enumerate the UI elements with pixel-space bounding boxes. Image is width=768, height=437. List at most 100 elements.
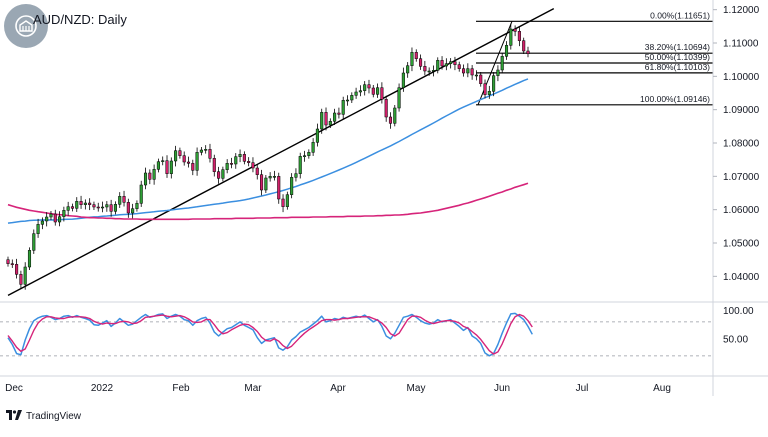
bearish-candle [242,154,246,162]
bearish-candle [182,155,186,163]
bearish-candle [92,204,96,208]
bullish-candle [161,160,165,162]
bullish-candle [238,154,242,157]
bullish-candle [294,173,298,178]
bullish-candle [427,70,431,73]
price-tick-label: 1.08000 [723,139,760,150]
bearish-candle [423,66,427,72]
bullish-candle [350,95,354,101]
bullish-candle [118,196,122,205]
bullish-candle [143,172,148,186]
bearish-candle [517,31,521,41]
bullish-candle [341,100,345,115]
bullish-candle [285,194,289,207]
bullish-candle [174,150,178,162]
bearish-candle [380,87,384,100]
bullish-candle [504,45,509,57]
bullish-candle [474,74,478,77]
time-tick-label: Feb [172,383,190,394]
price-axis: 1.12000 1.11000 1.10000 1.09000 1.08000 1.070… [0,0,768,396]
bearish-candle [19,274,23,285]
bearish-candle [440,60,444,67]
bearish-candle [53,213,57,223]
bullish-candle [27,250,32,268]
bearish-candle [461,68,466,74]
time-tick-label: Aug [653,383,671,394]
candles-layer [6,23,530,290]
bullish-candle [410,52,414,66]
bearish-candle [165,160,169,174]
logo-badge [4,4,48,48]
bearish-candle [88,202,92,205]
bearish-candle [457,64,461,69]
tradingview-brand: TradingView [6,410,81,423]
price-tick-label: 1.04000 [723,272,760,283]
time-tick-label: Mar [244,383,262,394]
bearish-candle [191,163,195,171]
bullish-candle [363,84,367,91]
bullish-candle [406,65,410,74]
bearish-candle [122,196,126,203]
fib-level-label: 61.80%(1.10103) [645,62,710,72]
time-tick-label: Apr [330,383,346,394]
bullish-candle [105,204,109,208]
bearish-candle [15,264,19,275]
bearish-candle [414,52,418,59]
bullish-candle [225,163,229,170]
bullish-candle [135,203,139,209]
chart-title: AUD/NZD: Daily [33,12,127,27]
trendline-layer [7,8,555,296]
price-tick-label: 1.05000 [723,239,760,250]
fibonacci-layer: 0.00%(1.11651) 38.20%(1.10694)50.00%(1.10… [476,10,713,106]
stochastic-tick-label: 100.00 [723,306,754,317]
bullish-candle [169,160,173,174]
bullish-candle [307,152,311,156]
stochastic-k-line [7,312,533,357]
bullish-candle [320,112,324,130]
moving-average-layer [7,78,529,224]
bearish-candle [483,83,487,95]
bearish-candle [470,68,474,76]
bearish-candle [217,171,221,179]
bullish-candle [354,91,358,96]
bullish-candle [401,72,405,88]
price-tick-label: 1.12000 [723,5,760,16]
bearish-candle [281,198,285,207]
bullish-candle [311,142,315,153]
bullish-candle [45,216,49,222]
bearish-candle [10,263,14,265]
bullish-candle [152,169,156,180]
bearish-candle [419,58,423,67]
bullish-candle [500,56,504,71]
support-trendline [7,8,555,296]
time-tick-label: Jun [494,383,510,394]
bearish-candle [367,84,371,89]
bullish-candle [40,220,44,225]
bullish-candle [204,149,208,151]
bearish-candle [324,112,328,126]
bullish-candle [328,121,332,126]
bullish-candle [32,233,36,251]
fib-level-label: 50.00%(1.10399) [645,52,710,62]
bullish-candle [66,206,70,211]
bearish-candle [212,158,216,172]
bullish-candle [444,63,448,67]
time-tick-label: May [407,383,426,394]
bearish-candle [229,163,234,165]
bullish-candle [333,112,337,122]
bearish-candle [251,162,255,169]
tradingview-logo-icon [6,410,22,423]
bullish-candle [113,204,117,212]
bullish-candle [199,149,203,153]
bullish-candle [49,213,53,218]
bearish-candle [479,74,483,84]
bearish-candle [178,150,182,156]
bullish-candle [264,177,268,191]
price-tick-label: 1.06000 [723,205,760,216]
bullish-candle [298,156,302,174]
bearish-candle [148,172,152,180]
bullish-candle [156,161,160,170]
bullish-candle [131,208,135,214]
bullish-candle [376,87,380,95]
